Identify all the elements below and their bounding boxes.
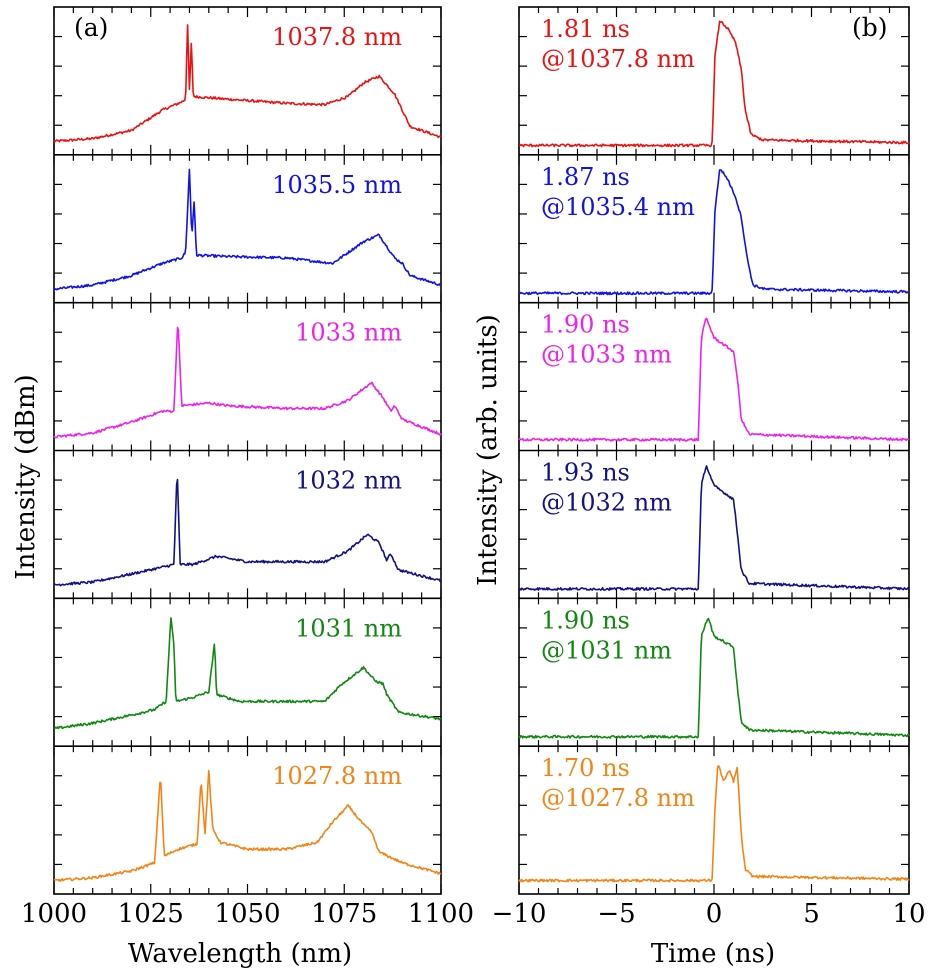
series-line-b-2 [518,169,909,296]
x-tick-label: 0 [706,899,723,929]
series-line-b-3 [518,317,910,442]
x-tick-label: 1075 [311,899,377,929]
pulse-duration-label: 1.70 ns [541,754,630,782]
pulse-wavelength-label: @1035.4 nm [541,193,695,221]
series-line-b-5 [518,617,910,739]
pulse-duration-label: 1.87 ns [541,163,630,191]
pulse-duration-label: 1.93 ns [541,459,630,487]
pulse-duration-label: 1.81 ns [541,15,630,43]
panel-a-wavelength-spectra: 1037.8 nm 1035.5 nm 1033 nm 1032 nm 1031 nm 1… [21,6,474,929]
right-y-axis-label: Intensity (arb. units) [473,314,503,586]
pulse-wavelength-label: @1027.8 nm [541,784,695,812]
series-line-a-1 [53,24,442,143]
series-label: 1033 nm [295,319,402,347]
panel-b-pulse-traces: 1.81 ns@1037.8 nm 1.87 ns@1035.4 nm 1.90 n… [492,6,926,929]
x-tick-label: 5 [803,899,820,929]
x-tick-label: −10 [492,899,547,929]
panel-a-tag: (a) [74,13,108,42]
pulse-wavelength-label: @1031 nm [541,636,672,664]
series-line-a-3 [53,326,442,439]
pulse-wavelength-label: @1037.8 nm [541,45,695,73]
series-line-a-2 [53,168,442,291]
series-line-a-4 [53,478,442,587]
pulse-duration-label: 1.90 ns [541,311,630,339]
pulse-wavelength-label: @1032 nm [541,489,672,517]
series-label: 1037.8 nm [272,23,402,51]
left-x-axis-label: Wavelength (nm) [128,939,352,969]
left-y-axis-label: Intensity (dBm) [11,374,41,579]
x-tick-label: 1000 [21,899,87,929]
pulse-duration-label: 1.90 ns [541,606,630,634]
series-line-b-4 [519,465,910,591]
x-tick-label: −5 [597,899,635,929]
series-line-b-1 [518,20,910,148]
x-tick-label: 1100 [408,899,474,929]
series-line-b-6 [518,765,910,883]
pulse-wavelength-label: @1033 nm [541,341,672,369]
x-tick-label: 1025 [118,899,184,929]
right-x-axis-label: Time (ns) [651,939,775,969]
series-label: 1032 nm [295,467,402,495]
x-tick-label: 10 [892,899,925,929]
series-label: 1031 nm [295,614,402,642]
panel-b-tag: (b) [852,13,888,42]
series-line-a-5 [53,617,442,730]
series-line-a-6 [53,769,442,882]
series-label: 1027.8 nm [272,762,402,790]
x-tick-label: 1050 [214,899,280,929]
series-label: 1035.5 nm [272,171,402,199]
